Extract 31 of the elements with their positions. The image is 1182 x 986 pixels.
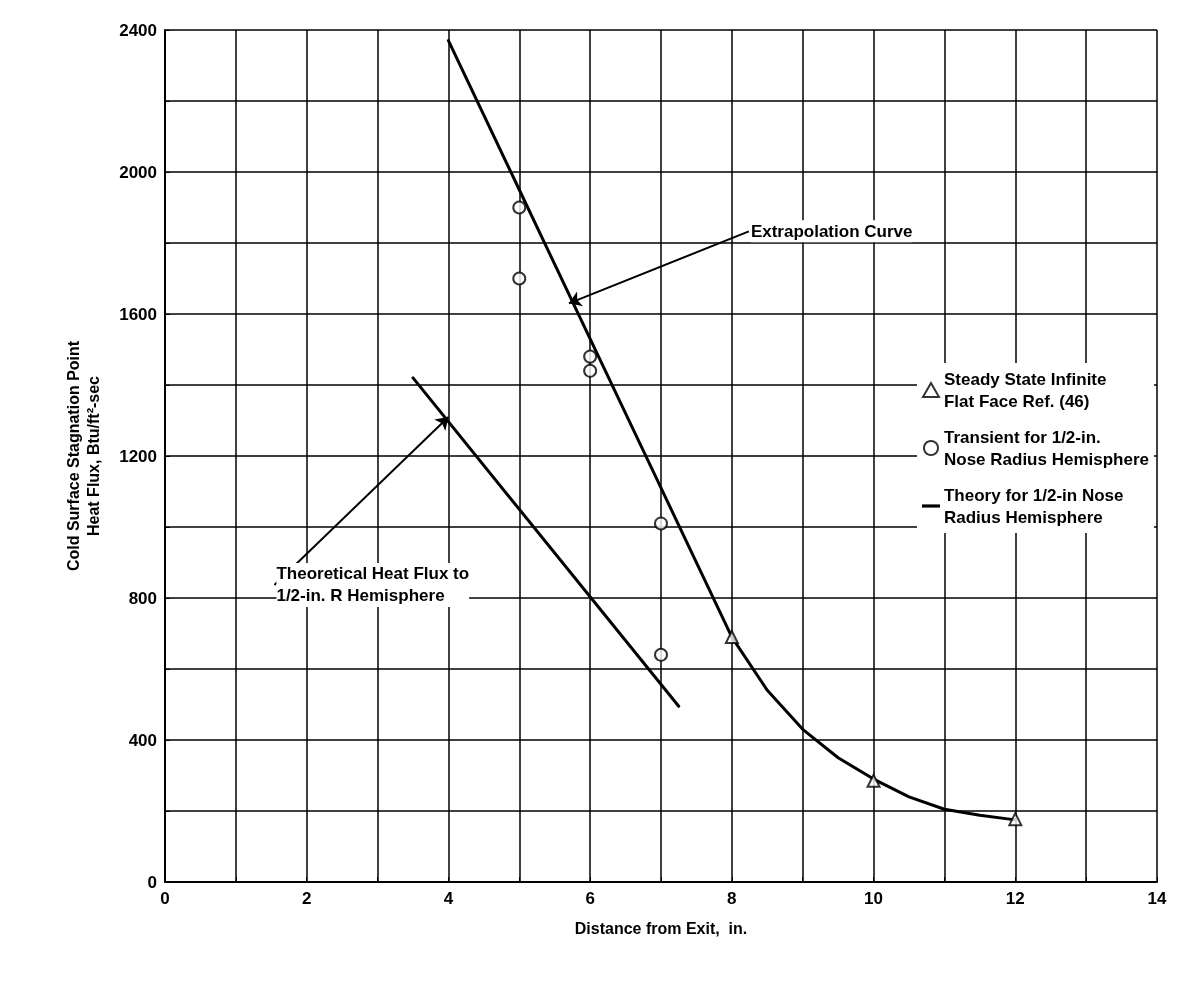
y-tick-label: 2000 [119, 162, 157, 182]
y-tick-label: 1200 [119, 446, 157, 466]
x-tick-label: 4 [443, 889, 454, 908]
point [1008, 812, 1023, 827]
legend-label: Theory for 1/2-in Nose Radius Hemisphere [943, 485, 1124, 527]
y-axis-title: Cold Surface Stagnation Point Heat Flux, Btu/ft²-sec [64, 340, 102, 572]
point [512, 271, 527, 286]
y-tick-label: 400 [128, 730, 157, 750]
legend-label: Steady State Infinite Flat Face Ref. (46) [943, 369, 1107, 411]
legend-label: Transient for 1/2-in. Nose Radius Hemisphere [943, 427, 1149, 469]
point [724, 630, 739, 645]
annotation: Theoretical Heat Flux to 1/2-in. R Hemisphere [276, 564, 470, 606]
point [512, 200, 527, 215]
y-tick-label: 1600 [119, 304, 157, 324]
x-tick-label: 14 [1147, 889, 1167, 908]
x-tick-label: 0 [160, 889, 170, 908]
y-tick-label: 2400 [119, 20, 157, 40]
x-axis-title: Distance from Exit, in. [574, 919, 748, 937]
x-tick-label: 10 [864, 889, 884, 908]
x-tick-label: 2 [301, 889, 312, 908]
x-tick-label: 8 [727, 889, 737, 908]
point [583, 349, 598, 364]
y-tick-label: 800 [128, 588, 157, 608]
x-tick-label: 6 [585, 889, 595, 908]
point [654, 647, 668, 662]
annotation: Extrapolation Curve [750, 221, 913, 241]
x-tick-label: 12 [1005, 889, 1025, 908]
y-tick-label: 0 [147, 872, 157, 892]
point [583, 363, 598, 378]
point [866, 773, 881, 788]
point [654, 516, 668, 531]
